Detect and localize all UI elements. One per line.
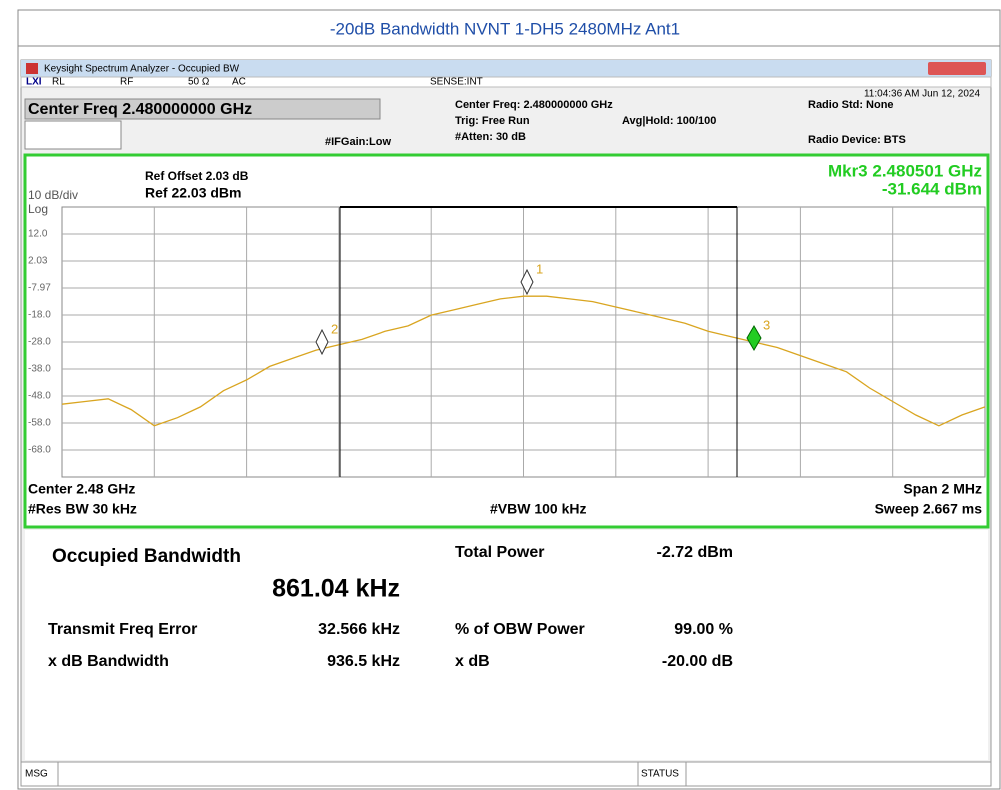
window-title: Keysight Spectrum Analyzer - Occupied BW [44, 64, 240, 75]
sense: SENSE:INT [430, 77, 483, 88]
y-tick-label: -7.97 [28, 283, 51, 294]
marker-label: 2 [331, 321, 338, 336]
rl: RL [52, 77, 65, 88]
y-tick-label: -58.0 [28, 418, 51, 429]
avg: Avg|Hold: 100/100 [622, 115, 716, 127]
msg: MSG [25, 769, 48, 780]
coupling: AC [232, 77, 246, 88]
message-bar [20, 761, 992, 787]
ifgain: #IFGain:Low [325, 136, 391, 148]
y-tick-label: -48.0 [28, 391, 51, 402]
trace [61, 295, 986, 427]
xdb-bw-value: 936.5 kHz [327, 653, 400, 670]
y-tick-label: -28.0 [28, 337, 51, 348]
radio-std: Radio Std: None [808, 99, 894, 111]
ref-offset: Ref Offset 2.03 dB [145, 169, 249, 183]
time: 11:04:36 AM Jun 12, 2024 [864, 89, 980, 100]
y-tick-label: -38.0 [28, 364, 51, 375]
ref-level: Ref 22.03 dBm [145, 185, 241, 201]
marker-label: 3 [763, 317, 770, 332]
scale: 10 dB/div [28, 188, 78, 202]
window-controls[interactable] [928, 62, 986, 75]
xdb-value: -20.00 dB [662, 653, 733, 670]
total-power-label: Total Power [455, 544, 545, 561]
marker-label: 1 [536, 261, 543, 276]
atten: #Atten: 30 dB [455, 131, 526, 143]
status-strip [20, 76, 992, 88]
app-icon [26, 63, 38, 74]
obw-label: Occupied Bandwidth [52, 546, 241, 567]
trig: Trig: Free Run [455, 115, 530, 127]
total-power-value: -2.72 dBm [657, 544, 733, 561]
lxi: LXI [26, 77, 42, 88]
obw-power-label: % of OBW Power [455, 621, 585, 638]
obw-power-value: 99.00 % [674, 621, 733, 638]
tfe-value: 32.566 kHz [318, 621, 400, 638]
title-bar [21, 60, 991, 77]
marker[interactable] [746, 325, 762, 351]
impedance: 50 Ω [188, 77, 210, 88]
footer-vbw: #VBW 100 kHz [490, 501, 586, 517]
y-tick-label: 12.0 [28, 229, 48, 240]
marker[interactable] [520, 268, 534, 296]
marker-freq: Mkr3 2.480501 GHz [828, 161, 982, 180]
y-tick-label: -68.0 [28, 445, 51, 456]
status: STATUS [641, 769, 679, 780]
log: Log [28, 202, 48, 216]
tfe-label: Transmit Freq Error [48, 621, 197, 638]
footer-span: Span 2 MHz [903, 481, 982, 497]
center-freq: Center Freq 2.480000000 GHz [28, 101, 252, 118]
marker-value: -31.644 dBm [882, 179, 982, 198]
rf: RF [120, 77, 133, 88]
page-title: -20dB Bandwidth NVNT 1-DH5 2480MHz Ant1 [330, 19, 680, 38]
results-panel [25, 530, 988, 760]
footer-center: Center 2.48 GHz [28, 481, 135, 497]
xdb-bw-label: x dB Bandwidth [48, 653, 169, 670]
center-box[interactable] [24, 98, 381, 120]
xdb-label: x dB [455, 653, 490, 670]
input-box[interactable] [24, 120, 122, 150]
center-freq-info: Center Freq: 2.480000000 GHz [455, 99, 613, 111]
y-tick-label: -18.0 [28, 310, 51, 321]
marker[interactable] [315, 328, 329, 356]
footer-sweep: Sweep 2.667 ms [875, 501, 983, 517]
footer-rbw: #Res BW 30 kHz [28, 501, 137, 517]
y-tick-label: 2.03 [28, 256, 48, 267]
radio-device: Radio Device: BTS [808, 134, 906, 146]
obw-value: 861.04 kHz [272, 575, 400, 603]
